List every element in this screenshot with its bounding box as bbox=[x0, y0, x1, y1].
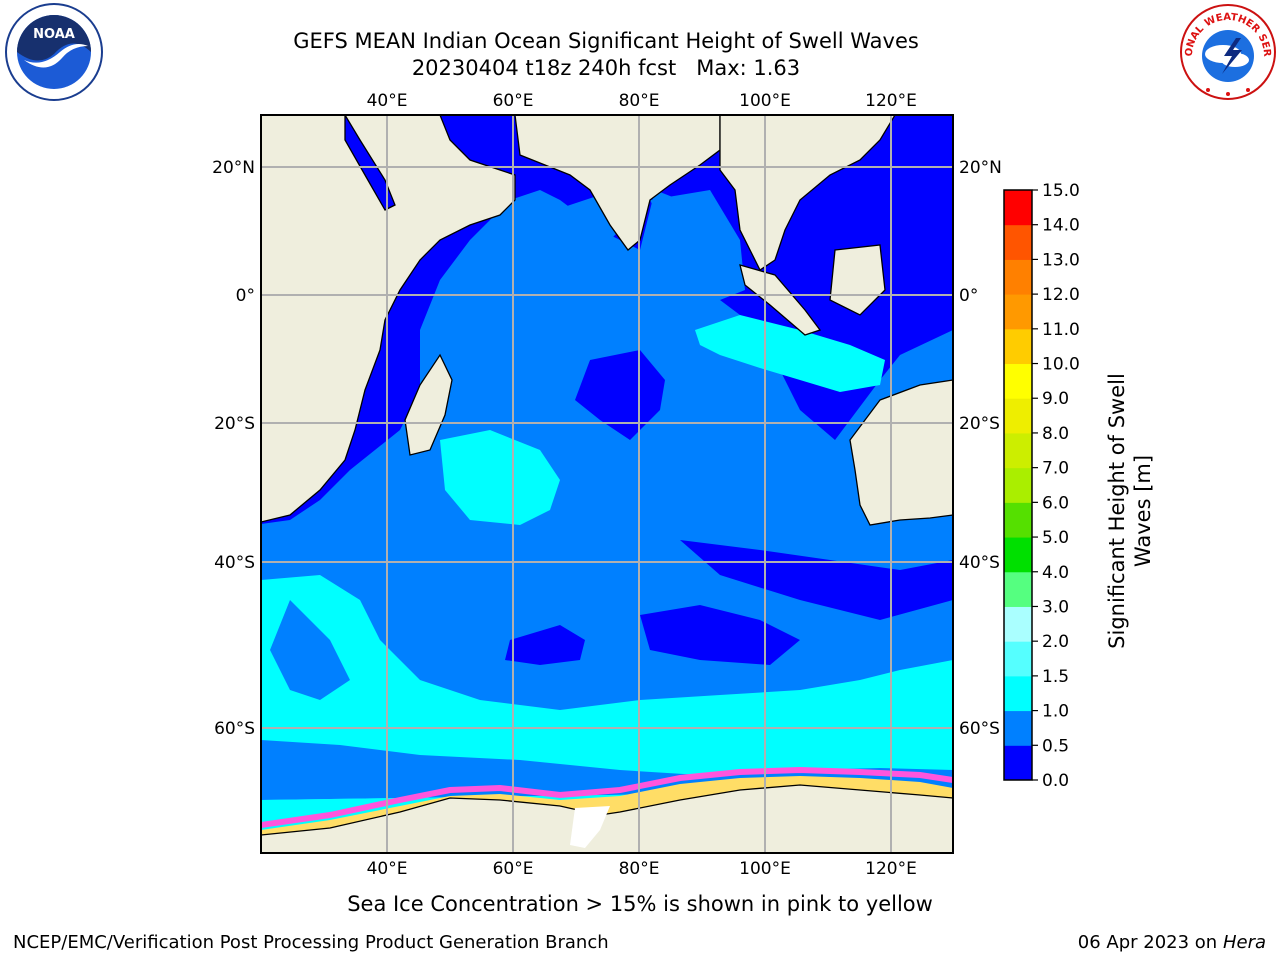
colorbar-segment bbox=[1004, 502, 1032, 538]
noaa-logo-text: NOAA bbox=[33, 27, 75, 42]
lon-label-bottom: 120°E bbox=[865, 859, 917, 879]
lat-label-right: 0° bbox=[959, 286, 978, 306]
map-frame bbox=[260, 114, 954, 854]
colorbar-tick-label: 7.0 bbox=[1042, 459, 1069, 479]
colorbar-label: Significant Height of Swell Waves [m] bbox=[1104, 301, 1156, 721]
southeast-asia bbox=[719, 115, 896, 271]
colorbar-tick-label: 10.0 bbox=[1042, 355, 1080, 375]
colorbar-segment bbox=[1004, 641, 1032, 677]
mid-swell-band-inside bbox=[270, 600, 350, 700]
lat-label-left: 40°S bbox=[214, 553, 255, 573]
colorbar-tick-label: 9.0 bbox=[1042, 389, 1069, 409]
colorbar-segment bbox=[1004, 328, 1032, 365]
lon-label-top: 80°E bbox=[619, 91, 660, 111]
colorbar-segment bbox=[1004, 294, 1032, 330]
colorbar-label-line2: Waves [m] bbox=[1131, 454, 1155, 568]
chart-subtitle: 20230404 t18z 240h fcst Max: 1.63 bbox=[411, 56, 801, 80]
colorbar-segment bbox=[1004, 571, 1032, 607]
colorbar: 0.0 0.5 1.0 1.5 2.0 3.0 4.0 5.0 6.0 7.0 8.0 9.0 10.0… bbox=[1003, 181, 1080, 791]
high-swell-madagascar-patch bbox=[440, 430, 560, 525]
colorbar-tick-label: 13.0 bbox=[1042, 250, 1080, 270]
lon-labels-top: 40°E 60°E 80°E 100°E 120°E bbox=[367, 91, 917, 111]
footer-date: 06 Apr 2023 on Hera bbox=[1078, 932, 1266, 953]
colorbar-tick-label: 3.0 bbox=[1042, 597, 1069, 617]
antarctic-ice-shelf bbox=[570, 806, 610, 848]
lat-label-left: 20°S bbox=[214, 414, 255, 434]
noaa-logo-icon: NOAA bbox=[5, 3, 103, 101]
sea-ice-footnote: Sea Ice Concentration > 15% is shown in … bbox=[347, 892, 933, 916]
colorbar-segment bbox=[1004, 190, 1032, 226]
colorbar-tick-label: 12.0 bbox=[1042, 285, 1080, 305]
map-area bbox=[261, 115, 953, 853]
colorbar-tick-label: 15.0 bbox=[1042, 181, 1080, 201]
colorbar-segment bbox=[1004, 745, 1032, 781]
land-masses bbox=[261, 115, 953, 853]
colorbar-tick-label: 1.0 bbox=[1042, 702, 1069, 722]
colorbar-tick-label: 5.0 bbox=[1042, 528, 1069, 548]
lat-label-right: 20°S bbox=[959, 414, 1000, 434]
mid-swell-southwest-patch bbox=[420, 300, 600, 420]
chart-title: GEFS MEAN Indian Ocean Significant Heigh… bbox=[293, 29, 919, 53]
lat-label-left: 0° bbox=[236, 286, 255, 306]
colorbar-label-line1: Significant Height of Swell bbox=[1105, 373, 1129, 649]
high-swell-java-patch bbox=[695, 315, 885, 392]
sumatra bbox=[739, 264, 822, 336]
colorbar-segment bbox=[1004, 224, 1032, 260]
lon-labels-bottom: 40°E 60°E 80°E 100°E 120°E bbox=[367, 859, 917, 879]
lat-label-right: 20°N bbox=[959, 158, 1002, 178]
mid-swell-bay-patch bbox=[650, 190, 745, 300]
lon-label-top: 100°E bbox=[739, 91, 791, 111]
lat-labels-left: 20°N 0° 20°S 40°S 60°S bbox=[212, 158, 255, 739]
colorbar-tick-label: 1.5 bbox=[1042, 667, 1069, 687]
antarctica bbox=[261, 784, 953, 853]
colorbar-segment bbox=[1004, 606, 1032, 642]
footer-date-text: 06 Apr 2023 on bbox=[1077, 932, 1223, 953]
colorbar-segment bbox=[1004, 259, 1032, 295]
colorbar-segment bbox=[1004, 675, 1032, 712]
colorbar-frame bbox=[1003, 189, 1033, 781]
lon-label-bottom: 40°E bbox=[367, 859, 408, 879]
colorbar-segment bbox=[1004, 467, 1032, 503]
lat-label-right: 40°S bbox=[959, 553, 1000, 573]
colorbar-segment bbox=[1004, 710, 1032, 746]
madagascar bbox=[404, 353, 453, 456]
footer-credit: NCEP/EMC/Verification Post Processing Pr… bbox=[13, 932, 609, 953]
colorbar-tick-label: 11.0 bbox=[1042, 320, 1080, 340]
colorbar-tick-label: 6.0 bbox=[1042, 493, 1069, 513]
lon-label-bottom: 100°E bbox=[739, 859, 791, 879]
colorbar-tick-label: 2.0 bbox=[1042, 632, 1069, 652]
colorbar-tick-label: 4.0 bbox=[1042, 563, 1069, 583]
footer-host: Hera bbox=[1222, 932, 1266, 953]
colorbar-tick-label: 0.0 bbox=[1042, 771, 1069, 791]
red-sea bbox=[344, 115, 396, 211]
colorbar-tick-label: 0.5 bbox=[1042, 736, 1069, 756]
colorbar-segment bbox=[1004, 432, 1032, 469]
lat-label-left: 60°S bbox=[214, 719, 255, 739]
colorbar-segment bbox=[1004, 537, 1032, 573]
lon-label-bottom: 60°E bbox=[493, 859, 534, 879]
africa-arabia bbox=[261, 115, 516, 523]
map-gridlines bbox=[261, 115, 953, 853]
colorbar-segment bbox=[1004, 398, 1032, 434]
sea-ice-edge bbox=[261, 766, 953, 828]
colorbar-segment bbox=[1004, 363, 1032, 399]
low-swell-south-patch-1 bbox=[640, 605, 800, 665]
lat-labels-right: 20°N 0° 20°S 40°S 60°S bbox=[959, 158, 1002, 739]
low-swell-south-patch-2 bbox=[680, 540, 953, 620]
lon-label-top: 40°E bbox=[367, 91, 408, 111]
lon-label-top: 60°E bbox=[493, 91, 534, 111]
low-swell-kerguelen-patch bbox=[505, 625, 585, 665]
lat-label-left: 20°N bbox=[212, 158, 255, 178]
lat-label-right: 60°S bbox=[959, 719, 1000, 739]
colorbar-tick-label: 8.0 bbox=[1042, 424, 1069, 444]
lon-label-bottom: 80°E bbox=[619, 859, 660, 879]
colorbar-tick-label: 14.0 bbox=[1042, 216, 1080, 236]
borneo bbox=[829, 244, 886, 316]
lon-label-top: 120°E bbox=[865, 91, 917, 111]
nws-logo-icon: NATIONAL WEATHER SERVICE bbox=[1178, 2, 1276, 100]
australia bbox=[849, 379, 953, 526]
low-swell-central-patch bbox=[575, 350, 665, 440]
